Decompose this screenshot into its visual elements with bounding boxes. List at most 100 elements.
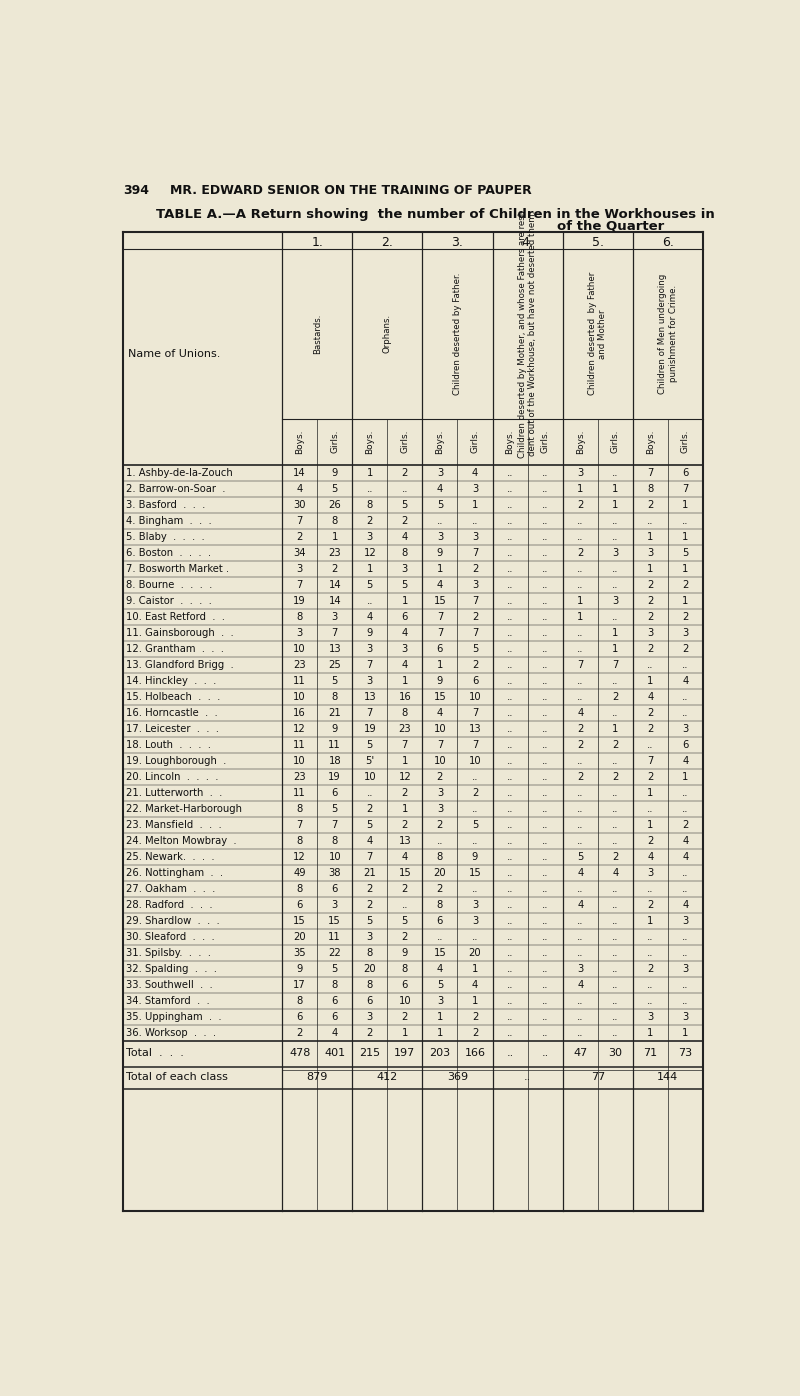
Text: 3: 3: [647, 549, 654, 558]
Text: ..: ..: [612, 676, 618, 685]
Text: ..: ..: [542, 997, 548, 1007]
Text: 3: 3: [472, 532, 478, 542]
Text: 6: 6: [331, 1012, 338, 1022]
Text: 1: 1: [612, 628, 618, 638]
Text: ..: ..: [507, 900, 514, 910]
Text: 7: 7: [472, 596, 478, 606]
Text: 8: 8: [297, 804, 302, 814]
Text: ..: ..: [507, 644, 514, 655]
Text: 6: 6: [331, 997, 338, 1007]
Text: Children deserted by Mother, and whose Fathers are resi-
dent out of the Workhou: Children deserted by Mother, and whose F…: [518, 209, 538, 458]
Text: 1: 1: [682, 532, 689, 542]
Text: 6. Boston  .  .  .  .: 6. Boston . . . .: [126, 549, 211, 558]
Text: 2: 2: [366, 517, 373, 526]
Text: ..: ..: [507, 532, 514, 542]
Text: ..: ..: [542, 517, 548, 526]
Text: 2: 2: [647, 579, 654, 591]
Text: 7: 7: [647, 468, 654, 477]
Text: 2: 2: [612, 772, 618, 782]
Text: ..: ..: [542, 596, 548, 606]
Text: Boys.: Boys.: [646, 430, 655, 454]
Text: 1: 1: [402, 676, 408, 685]
Text: ..: ..: [682, 517, 689, 526]
Text: ..: ..: [437, 933, 443, 942]
Text: ..: ..: [542, 628, 548, 638]
Text: 3: 3: [682, 725, 689, 734]
Text: ..: ..: [577, 564, 583, 574]
Text: 2: 2: [472, 611, 478, 623]
Text: 7: 7: [437, 628, 443, 638]
Text: Boys.: Boys.: [295, 430, 304, 454]
Text: 6: 6: [297, 900, 303, 910]
Text: 5: 5: [366, 821, 373, 831]
Text: ..: ..: [472, 772, 478, 782]
Text: 7: 7: [366, 708, 373, 718]
Text: 26. Nottingham  .  .: 26. Nottingham . .: [126, 868, 223, 878]
Text: ..: ..: [506, 1048, 514, 1058]
Text: 3: 3: [472, 579, 478, 591]
Text: 401: 401: [324, 1048, 346, 1058]
Text: ..: ..: [647, 948, 654, 958]
Text: ..: ..: [507, 692, 514, 702]
Text: 5. Blaby  .  .  .  .: 5. Blaby . . . .: [126, 532, 205, 542]
Text: 19. Loughborough  .: 19. Loughborough .: [126, 757, 226, 766]
Text: Girls.: Girls.: [610, 430, 620, 454]
Text: 1: 1: [647, 1029, 654, 1039]
Text: 19: 19: [294, 596, 306, 606]
Text: ..: ..: [542, 1048, 549, 1058]
Text: 16: 16: [398, 692, 411, 702]
Text: 2: 2: [402, 517, 408, 526]
Text: 1: 1: [331, 532, 338, 542]
Text: 6: 6: [682, 468, 689, 477]
Text: 7: 7: [472, 708, 478, 718]
Text: ..: ..: [612, 1012, 618, 1022]
Text: ..: ..: [577, 821, 583, 831]
Text: 4: 4: [577, 708, 583, 718]
Text: 47: 47: [573, 1048, 587, 1058]
Text: ..: ..: [507, 933, 514, 942]
Text: ..: ..: [682, 997, 689, 1007]
Text: 8: 8: [437, 900, 443, 910]
Text: 3: 3: [366, 676, 373, 685]
Text: ..: ..: [577, 579, 583, 591]
Text: 8: 8: [366, 980, 373, 990]
Text: 3: 3: [472, 900, 478, 910]
Text: 2: 2: [647, 611, 654, 623]
Text: ..: ..: [647, 933, 654, 942]
Text: Boys.: Boys.: [506, 430, 514, 454]
Text: 23. Mansfield  .  .  .: 23. Mansfield . . .: [126, 821, 222, 831]
Text: 2: 2: [647, 836, 654, 846]
Text: ..: ..: [542, 676, 548, 685]
Text: 15: 15: [294, 916, 306, 927]
Text: 6: 6: [331, 789, 338, 799]
Text: 9: 9: [437, 676, 443, 685]
Text: 5: 5: [402, 579, 408, 591]
Text: 1: 1: [682, 500, 689, 510]
Text: 3: 3: [577, 468, 583, 477]
Text: 2: 2: [402, 1012, 408, 1022]
Text: ..: ..: [507, 596, 514, 606]
Text: 8: 8: [297, 884, 302, 895]
Text: ..: ..: [542, 549, 548, 558]
Text: 2: 2: [472, 789, 478, 799]
Text: 32. Spalding  .  .  .: 32. Spalding . . .: [126, 965, 218, 974]
Text: 4: 4: [402, 660, 408, 670]
Text: 3: 3: [472, 484, 478, 494]
Text: 14: 14: [294, 468, 306, 477]
Text: 7: 7: [472, 549, 478, 558]
Text: 11: 11: [294, 740, 306, 750]
Text: 4.: 4.: [522, 236, 534, 248]
Text: 23: 23: [294, 772, 306, 782]
Text: 2: 2: [437, 772, 443, 782]
Text: ..: ..: [542, 644, 548, 655]
Text: Children deserted by Father.: Children deserted by Father.: [453, 272, 462, 395]
Text: 1: 1: [647, 789, 654, 799]
Text: 5: 5: [472, 644, 478, 655]
Text: ..: ..: [507, 948, 514, 958]
Text: ..: ..: [507, 549, 514, 558]
Text: 4: 4: [577, 900, 583, 910]
Text: 2: 2: [612, 852, 618, 863]
Text: ..: ..: [577, 532, 583, 542]
Text: 1: 1: [612, 500, 618, 510]
Text: 3: 3: [437, 997, 443, 1007]
